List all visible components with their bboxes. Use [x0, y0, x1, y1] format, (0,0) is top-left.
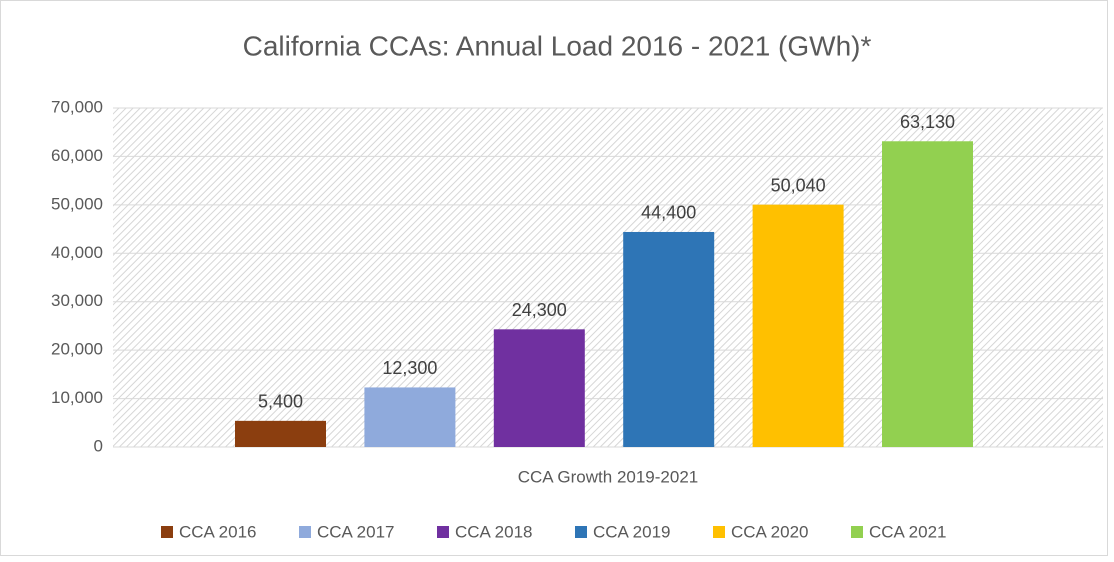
legend-label: CCA 2018: [455, 522, 533, 541]
y-tick-label: 40,000: [51, 243, 103, 262]
data-label: 50,040: [771, 175, 826, 195]
legend-swatch: [575, 526, 587, 538]
legend-label: CCA 2016: [179, 522, 257, 541]
legend-label: CCA 2021: [869, 522, 947, 541]
y-tick-label: 30,000: [51, 291, 103, 310]
bar: [623, 231, 715, 447]
legend-swatch: [713, 526, 725, 538]
data-label: 5,400: [258, 392, 303, 412]
bar: [493, 329, 585, 447]
y-tick-label: 20,000: [51, 340, 103, 359]
legend-label: CCA 2020: [731, 522, 809, 541]
legend-label: CCA 2019: [593, 522, 671, 541]
legend-swatch: [851, 526, 863, 538]
data-label: 44,400: [641, 203, 696, 223]
legend-label: CCA 2017: [317, 522, 395, 541]
data-label: 12,300: [382, 358, 437, 378]
y-tick-label: 0: [94, 436, 103, 455]
chart-title: California CCAs: Annual Load 2016 - 2021…: [243, 30, 872, 61]
y-tick-label: 70,000: [51, 97, 103, 116]
legend-swatch: [161, 526, 173, 538]
bar: [235, 420, 326, 447]
legend-swatch: [437, 526, 449, 538]
legend-swatch: [299, 526, 311, 538]
bar: [364, 387, 456, 447]
bar: [752, 204, 844, 447]
x-tick-label: CCA Growth 2019-2021: [518, 467, 699, 486]
data-label: 24,300: [512, 300, 567, 320]
y-tick-label: 10,000: [51, 388, 103, 407]
data-label: 63,130: [900, 112, 955, 132]
y-tick-label: 50,000: [51, 194, 103, 213]
y-tick-label: 60,000: [51, 146, 103, 165]
bar: [882, 141, 973, 447]
